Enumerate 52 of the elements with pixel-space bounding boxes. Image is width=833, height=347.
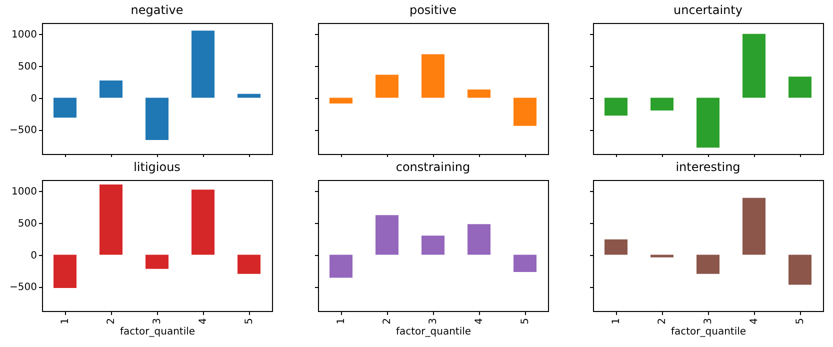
bar: [54, 98, 76, 118]
bar: [192, 190, 214, 255]
bar: [146, 98, 168, 140]
x-axis-title: factor_quantile: [395, 326, 471, 338]
x-axis-title: factor_quantile: [120, 326, 196, 338]
x-tick-label: 3: [152, 318, 163, 324]
y-tick-label: 1000: [12, 29, 37, 40]
bar: [467, 89, 490, 98]
chart-title: interesting: [676, 160, 740, 174]
x-tick-label: 4: [749, 318, 760, 324]
x-axis-title: factor_quantile: [670, 326, 746, 338]
x-tick-label: 2: [382, 318, 392, 324]
chart-title: constraining: [395, 160, 470, 174]
bar: [54, 254, 76, 288]
bar: [192, 30, 214, 98]
bar: [100, 184, 122, 255]
x-tick-label: 4: [198, 318, 209, 324]
x-tick-label: 5: [795, 318, 806, 324]
x-tick-label: 1: [611, 318, 622, 324]
bar: [329, 254, 352, 278]
chart-title: litigious: [134, 160, 180, 174]
bar: [375, 215, 398, 255]
y-tick-label: 500: [18, 218, 37, 230]
bar: [421, 54, 444, 98]
bar: [100, 80, 122, 98]
bar: [238, 94, 260, 98]
bar: [238, 254, 260, 274]
chart-title: negative: [130, 3, 184, 17]
bar: [146, 254, 168, 269]
bar: [467, 224, 490, 255]
chart-title: uncertainty: [674, 3, 742, 17]
x-tick-label: 4: [474, 318, 484, 324]
bar: [513, 98, 536, 126]
y-tick-label: −500: [10, 125, 37, 136]
x-tick-label: 5: [244, 318, 255, 324]
bar: [513, 254, 536, 272]
x-tick-label: 3: [428, 318, 438, 324]
bar: [375, 74, 398, 98]
x-tick-label: 5: [520, 318, 530, 324]
y-tick-label: −500: [10, 282, 37, 294]
bar: [329, 98, 352, 104]
x-tick-label: 1: [336, 318, 346, 324]
y-tick-label: 500: [18, 61, 37, 72]
y-tick-label: 1000: [12, 186, 37, 198]
bar: [421, 236, 444, 255]
chart-title: positive: [408, 3, 456, 17]
y-tick-label: 0: [30, 250, 37, 262]
y-tick-label: 0: [30, 93, 37, 104]
x-tick-label: 3: [703, 318, 714, 324]
x-tick-label: 2: [657, 318, 668, 324]
x-tick-label: 1: [60, 318, 71, 324]
x-tick-label: 2: [106, 318, 117, 324]
